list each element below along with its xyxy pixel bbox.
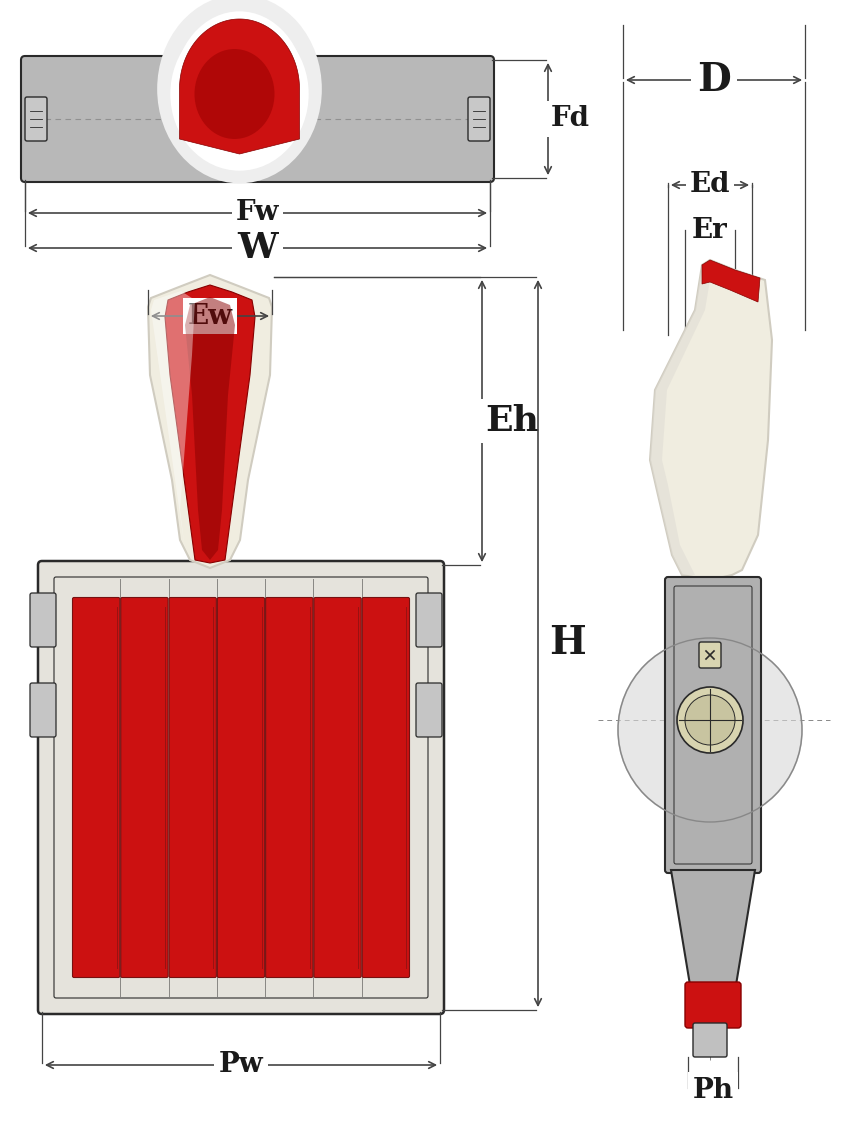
FancyBboxPatch shape bbox=[121, 598, 168, 977]
Text: Eh: Eh bbox=[485, 405, 539, 438]
Text: W: W bbox=[237, 231, 278, 266]
Text: Ew: Ew bbox=[188, 303, 233, 330]
Polygon shape bbox=[148, 275, 272, 568]
FancyBboxPatch shape bbox=[693, 1023, 727, 1057]
Polygon shape bbox=[185, 297, 235, 560]
Text: Fw: Fw bbox=[235, 200, 280, 226]
Text: Ed: Ed bbox=[689, 172, 730, 199]
FancyBboxPatch shape bbox=[665, 577, 761, 873]
FancyBboxPatch shape bbox=[25, 97, 47, 141]
Polygon shape bbox=[179, 19, 299, 154]
Polygon shape bbox=[165, 285, 255, 563]
FancyBboxPatch shape bbox=[699, 642, 721, 668]
FancyBboxPatch shape bbox=[21, 56, 494, 182]
Circle shape bbox=[677, 687, 743, 753]
FancyBboxPatch shape bbox=[30, 593, 56, 647]
Polygon shape bbox=[702, 260, 760, 302]
FancyBboxPatch shape bbox=[169, 598, 217, 977]
FancyBboxPatch shape bbox=[416, 593, 442, 647]
Text: Ph: Ph bbox=[693, 1077, 734, 1104]
FancyBboxPatch shape bbox=[38, 560, 444, 1014]
FancyBboxPatch shape bbox=[685, 982, 741, 1028]
FancyBboxPatch shape bbox=[416, 683, 442, 737]
Ellipse shape bbox=[165, 5, 314, 174]
Circle shape bbox=[685, 695, 735, 745]
Polygon shape bbox=[650, 260, 772, 580]
Polygon shape bbox=[650, 266, 712, 575]
Text: H: H bbox=[550, 625, 586, 662]
Text: Er: Er bbox=[692, 217, 728, 243]
Circle shape bbox=[618, 638, 802, 822]
FancyBboxPatch shape bbox=[468, 97, 490, 141]
Polygon shape bbox=[151, 292, 195, 550]
Polygon shape bbox=[671, 870, 755, 985]
Ellipse shape bbox=[195, 49, 275, 139]
FancyBboxPatch shape bbox=[266, 598, 313, 977]
FancyBboxPatch shape bbox=[72, 598, 120, 977]
FancyBboxPatch shape bbox=[362, 598, 410, 977]
FancyBboxPatch shape bbox=[30, 683, 56, 737]
Text: Pw: Pw bbox=[218, 1052, 264, 1078]
FancyBboxPatch shape bbox=[218, 598, 264, 977]
FancyBboxPatch shape bbox=[314, 598, 361, 977]
Text: Fd: Fd bbox=[551, 105, 590, 132]
Text: D: D bbox=[697, 61, 731, 99]
